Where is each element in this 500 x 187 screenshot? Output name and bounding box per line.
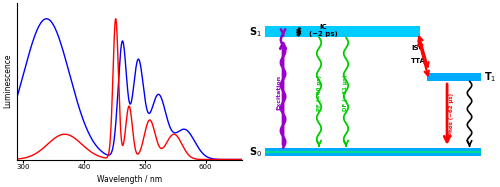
- FancyBboxPatch shape: [265, 26, 420, 37]
- Text: ISC: ISC: [411, 45, 424, 51]
- Text: Excitation: Excitation: [276, 75, 281, 110]
- X-axis label: Wavelength / nm: Wavelength / nm: [97, 175, 162, 184]
- FancyBboxPatch shape: [265, 148, 481, 156]
- Text: IC
(~2 ps): IC (~2 ps): [309, 24, 338, 37]
- Text: S$_1$: S$_1$: [249, 25, 262, 39]
- Text: DF (~31 μs): DF (~31 μs): [344, 74, 348, 111]
- FancyBboxPatch shape: [427, 73, 481, 81]
- Text: Phos (~62 μs): Phos (~62 μs): [448, 93, 454, 136]
- Text: S$_0$: S$_0$: [248, 145, 262, 159]
- Text: T$_1$: T$_1$: [484, 70, 496, 84]
- Y-axis label: Luminescence: Luminescence: [3, 54, 12, 108]
- Text: PF (~40 ps): PF (~40 ps): [316, 74, 322, 111]
- Text: TTA: TTA: [411, 58, 426, 64]
